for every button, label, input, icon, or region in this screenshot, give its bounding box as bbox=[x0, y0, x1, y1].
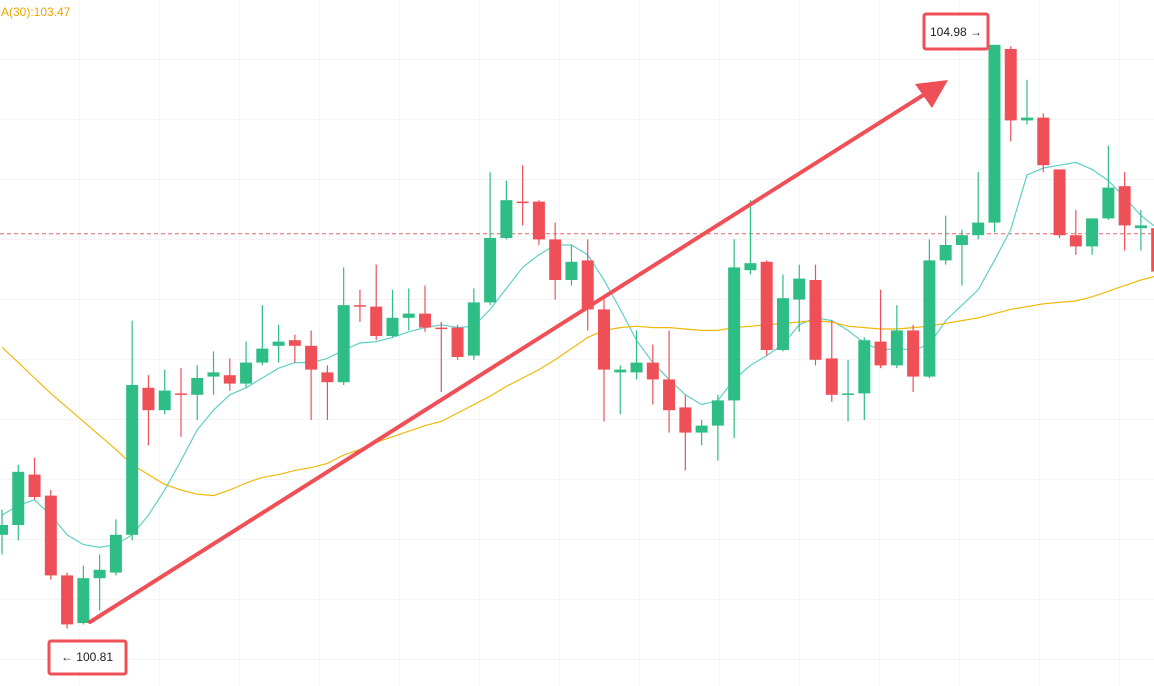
candle-body bbox=[809, 280, 822, 360]
candle-body bbox=[435, 327, 448, 330]
candle-body bbox=[630, 362, 643, 373]
candle-body bbox=[93, 569, 106, 579]
candle-body bbox=[1053, 169, 1066, 236]
candle-body bbox=[467, 302, 480, 356]
candle-body bbox=[874, 341, 887, 366]
trend-arrow bbox=[88, 92, 927, 624]
plot bbox=[0, 44, 1154, 629]
candle-body bbox=[711, 400, 724, 426]
candle-body bbox=[793, 278, 806, 300]
low-label-box bbox=[47, 639, 128, 676]
candle-body bbox=[500, 200, 513, 238]
candle-body bbox=[386, 317, 399, 336]
candle-body bbox=[272, 341, 285, 346]
candle-body bbox=[1086, 218, 1099, 247]
candle-body bbox=[158, 390, 171, 411]
candle-body bbox=[142, 387, 155, 411]
low-label: ← 100.81 bbox=[61, 650, 113, 664]
candle-body bbox=[907, 330, 920, 377]
candle-body bbox=[988, 44, 1001, 223]
ma-label: MA(30):103.47 bbox=[0, 5, 71, 19]
candle-body bbox=[679, 407, 692, 433]
candle-body bbox=[370, 306, 383, 336]
candle-body bbox=[1151, 228, 1154, 272]
candle-body bbox=[776, 298, 789, 350]
candle-body bbox=[890, 330, 903, 366]
candle-body bbox=[256, 348, 269, 363]
candle-body bbox=[581, 260, 594, 310]
candle-body bbox=[614, 369, 627, 373]
candle-body bbox=[597, 309, 610, 370]
candle-body bbox=[744, 263, 757, 271]
candle-body bbox=[516, 201, 529, 204]
candle-body bbox=[451, 327, 464, 357]
candle-body bbox=[858, 340, 871, 394]
candle-body bbox=[549, 239, 562, 280]
candle-body bbox=[61, 575, 74, 625]
candle-body bbox=[1037, 117, 1050, 166]
candle-body bbox=[532, 201, 545, 240]
candle-body bbox=[663, 379, 676, 411]
candle-body bbox=[240, 362, 253, 384]
candle-body bbox=[207, 372, 220, 377]
candle-body bbox=[1102, 187, 1115, 219]
trend-arrow-head bbox=[915, 80, 948, 108]
candle-body bbox=[760, 261, 773, 350]
ma-line bbox=[1, 161, 1154, 549]
candle-body bbox=[1069, 235, 1082, 247]
candle-body bbox=[695, 425, 708, 433]
candle-body bbox=[109, 534, 122, 573]
candle-body bbox=[321, 372, 334, 383]
candle-body bbox=[353, 305, 366, 307]
candle-body bbox=[174, 393, 187, 395]
candle-body bbox=[565, 261, 578, 280]
candle-body bbox=[1021, 117, 1034, 121]
high-label-box bbox=[922, 12, 990, 51]
candle-body bbox=[728, 267, 741, 401]
ma-line bbox=[1, 276, 1154, 497]
candle-body bbox=[972, 222, 985, 236]
candle-body bbox=[825, 358, 838, 395]
candle-body bbox=[191, 378, 204, 395]
candle-body bbox=[842, 393, 855, 395]
candle-body bbox=[646, 362, 659, 380]
candle-body bbox=[44, 495, 57, 576]
candle-body bbox=[939, 245, 952, 261]
candle-body bbox=[12, 471, 25, 525]
candle-body bbox=[1134, 225, 1147, 229]
candle-body bbox=[288, 340, 301, 346]
candle-body bbox=[126, 385, 139, 535]
candle-body bbox=[1118, 186, 1131, 226]
candle-body bbox=[223, 375, 236, 384]
candle-body bbox=[955, 235, 968, 245]
candle-body bbox=[305, 345, 318, 370]
candle-body bbox=[337, 305, 350, 383]
candle-body bbox=[923, 260, 936, 377]
candle-body bbox=[419, 313, 432, 328]
candle-body bbox=[0, 525, 8, 535]
candle-body bbox=[28, 474, 41, 497]
candle-body bbox=[484, 238, 497, 303]
candle-body bbox=[1004, 49, 1017, 121]
candle-body bbox=[77, 578, 90, 623]
high-label: 104.98 → bbox=[930, 25, 982, 39]
candle-body bbox=[402, 313, 415, 318]
